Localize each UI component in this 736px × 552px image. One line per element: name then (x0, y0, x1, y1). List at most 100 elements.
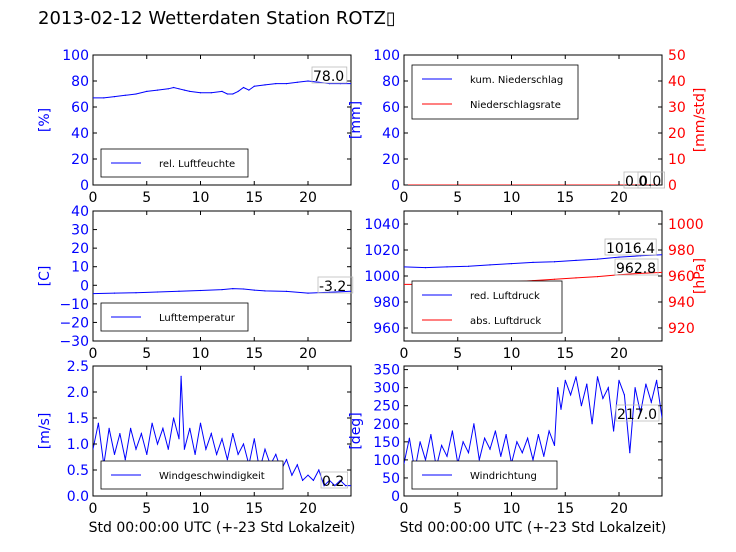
data-point (156, 89, 159, 91)
y-tick-label: 2.0 (67, 385, 89, 401)
annotation-box (604, 238, 657, 256)
data-point (178, 438, 180, 440)
data-point (113, 96, 116, 98)
legend: rel. Luftfeuchte (100, 148, 249, 178)
data-point (285, 83, 288, 85)
y-tick-label: 20 (382, 152, 400, 168)
value-annotation: 962.8 (614, 258, 659, 277)
y-tick-label: 250 (373, 399, 400, 415)
x-tick-label: 15 (245, 346, 263, 362)
x-tick-label: 15 (245, 190, 263, 206)
data-point (93, 448, 94, 450)
data-point (656, 379, 658, 381)
data-point (553, 261, 556, 263)
data-point (350, 290, 351, 292)
data-point (264, 290, 266, 292)
data-point (146, 90, 148, 92)
data-point (307, 474, 309, 476)
data-point (232, 93, 234, 95)
data-point (232, 288, 234, 290)
data-point (661, 417, 662, 419)
y-tick-label: 60 (71, 100, 89, 116)
annotation-box (623, 171, 652, 189)
data-point (253, 289, 255, 291)
y-tick-label: 60 (382, 100, 400, 116)
legend: Windgeschwindigkeit (100, 460, 284, 490)
y-tick-label: −30 (59, 334, 89, 350)
y-tick-label: −20 (59, 315, 89, 331)
data-point (173, 417, 175, 419)
series-group (93, 288, 351, 295)
data-point (634, 387, 636, 389)
y-tick-label: 0 (80, 278, 89, 294)
data-point (639, 412, 642, 414)
series-line-1 (404, 376, 662, 471)
legend: Lufttemperatur (100, 302, 249, 332)
data-point (467, 265, 470, 267)
data-point (189, 90, 191, 92)
data-point (419, 441, 421, 443)
data-point (645, 383, 647, 385)
x-tick-label: 0 (400, 346, 409, 362)
x-tick-label: 5 (453, 501, 462, 517)
data-point (264, 448, 266, 450)
y2-axis-label: [mm/std] (692, 88, 708, 153)
series-line-1 (93, 80, 351, 99)
x-tick-label: 10 (503, 501, 521, 517)
y-tick-label: 40 (382, 126, 400, 142)
data-point (232, 433, 234, 435)
data-point (553, 278, 556, 280)
data-point (296, 464, 298, 466)
data-point (124, 94, 126, 96)
data-point (345, 485, 347, 487)
data-point (264, 84, 266, 86)
y-tick-label: 40 (71, 204, 89, 220)
data-point (451, 430, 453, 432)
data-point (613, 430, 615, 432)
data-point (108, 427, 110, 429)
data-point (629, 452, 631, 454)
data-point (484, 437, 486, 439)
data-point (135, 292, 137, 294)
y-tick-label: 50 (382, 471, 400, 487)
data-point (350, 83, 351, 85)
legend: Windrichtung (411, 460, 558, 490)
data-point (221, 438, 223, 440)
legend: kum. Niederschlag Niederschlagsrate (411, 64, 579, 120)
data-point (557, 387, 559, 389)
data-point (591, 423, 593, 425)
value-annotation: 0.0 (637, 171, 666, 190)
data-point (618, 256, 620, 258)
y2-tick-label: 980 (668, 243, 695, 259)
x-tick-label: 5 (142, 501, 151, 517)
legend-label: abs. Luftdruck (470, 316, 541, 327)
data-point (532, 261, 534, 263)
annotation-text: 1016.4 (606, 241, 655, 257)
data-point (489, 264, 491, 266)
data-point (103, 97, 105, 99)
data-point (323, 485, 325, 487)
x-axis-label: Std 00:00:00 UTC (+-23 Std Lokalzeit) (400, 520, 667, 536)
y2-tick-label: 40 (668, 74, 686, 90)
y-tick-label: 100 (373, 453, 400, 469)
data-point (661, 254, 662, 256)
data-point (505, 434, 507, 436)
data-point (275, 83, 277, 85)
data-point (93, 97, 94, 99)
data-point (216, 453, 218, 455)
data-point (350, 485, 351, 487)
data-point (334, 485, 336, 487)
y-tick-label: 980 (373, 295, 400, 311)
data-point (510, 263, 513, 265)
data-point (639, 272, 642, 274)
x-tick-label: 20 (610, 190, 628, 206)
data-point (178, 88, 180, 90)
value-annotation: 0.2 (320, 471, 349, 490)
x-axis-label: Std 00:00:00 UTC (+-23 Std Lokalzeit) (89, 520, 356, 536)
data-point (253, 438, 255, 440)
y-tick-label: 10 (71, 260, 89, 276)
data-point (173, 86, 175, 89)
chart-title: 2013-02-12 Wetterdaten Station ROTZ▯ (38, 8, 396, 29)
y-axis-label: [C] (37, 266, 53, 287)
